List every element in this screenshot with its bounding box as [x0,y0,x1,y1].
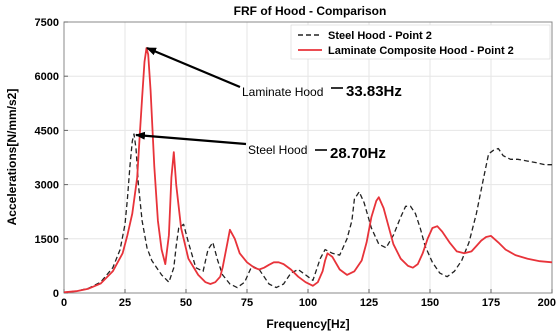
grid [64,22,552,293]
x-tick-label: 25 [119,297,131,309]
x-tick-label: 175 [482,297,500,309]
legend-label-laminate: Laminate Composite Hood - Point 2 [328,45,514,57]
y-tick-label: 1500 [35,234,59,246]
annotation-value-laminate: 33.83Hz [346,83,402,100]
y-tick-label: 7500 [35,17,59,29]
annotation-value-steel: 28.70Hz [330,145,386,162]
x-tick-label: 50 [180,297,192,309]
series-line-steel [64,133,552,293]
y-tick-label: 6000 [35,71,59,83]
x-tick-label: 200 [538,297,556,309]
y-tick-label: 3000 [35,180,59,192]
annotation-label-laminate: Laminate Hood [242,85,323,99]
y-axis-label: Accelerations[N/mm/s2] [5,89,19,226]
y-axis-ticks: 0 1500 3000 4500 6000 7500 [35,17,68,300]
annotation-label-steel: Steel Hood [248,143,307,157]
y-tick-label: 4500 [35,125,59,137]
annotation-arrow-steel [135,131,247,146]
x-tick-label: 150 [421,297,439,309]
legend: Steel Hood - Point 2 Laminate Composite … [290,24,551,60]
series-line-laminate [64,47,552,293]
x-tick-label: 75 [241,297,253,309]
annotation-arrow-laminate [146,46,241,89]
chart-title: FRF of Hood - Comparison [234,4,387,18]
annotation-steel: Steel Hood 28.70Hz [135,131,386,162]
annotation-laminate: Laminate Hood 33.83Hz [146,46,402,100]
y-tick-label: 0 [53,288,59,300]
x-tick-label: 125 [360,297,378,309]
x-axis-label: Frequency[Hz] [266,317,349,331]
x-tick-label: 0 [61,297,67,309]
x-tick-label: 100 [299,297,317,309]
legend-box [290,24,551,60]
series-layer [64,47,552,293]
x-axis-ticks: 0 25 50 75 100 125 150 175 200 [61,289,556,309]
legend-label-steel: Steel Hood - Point 2 [328,30,432,42]
